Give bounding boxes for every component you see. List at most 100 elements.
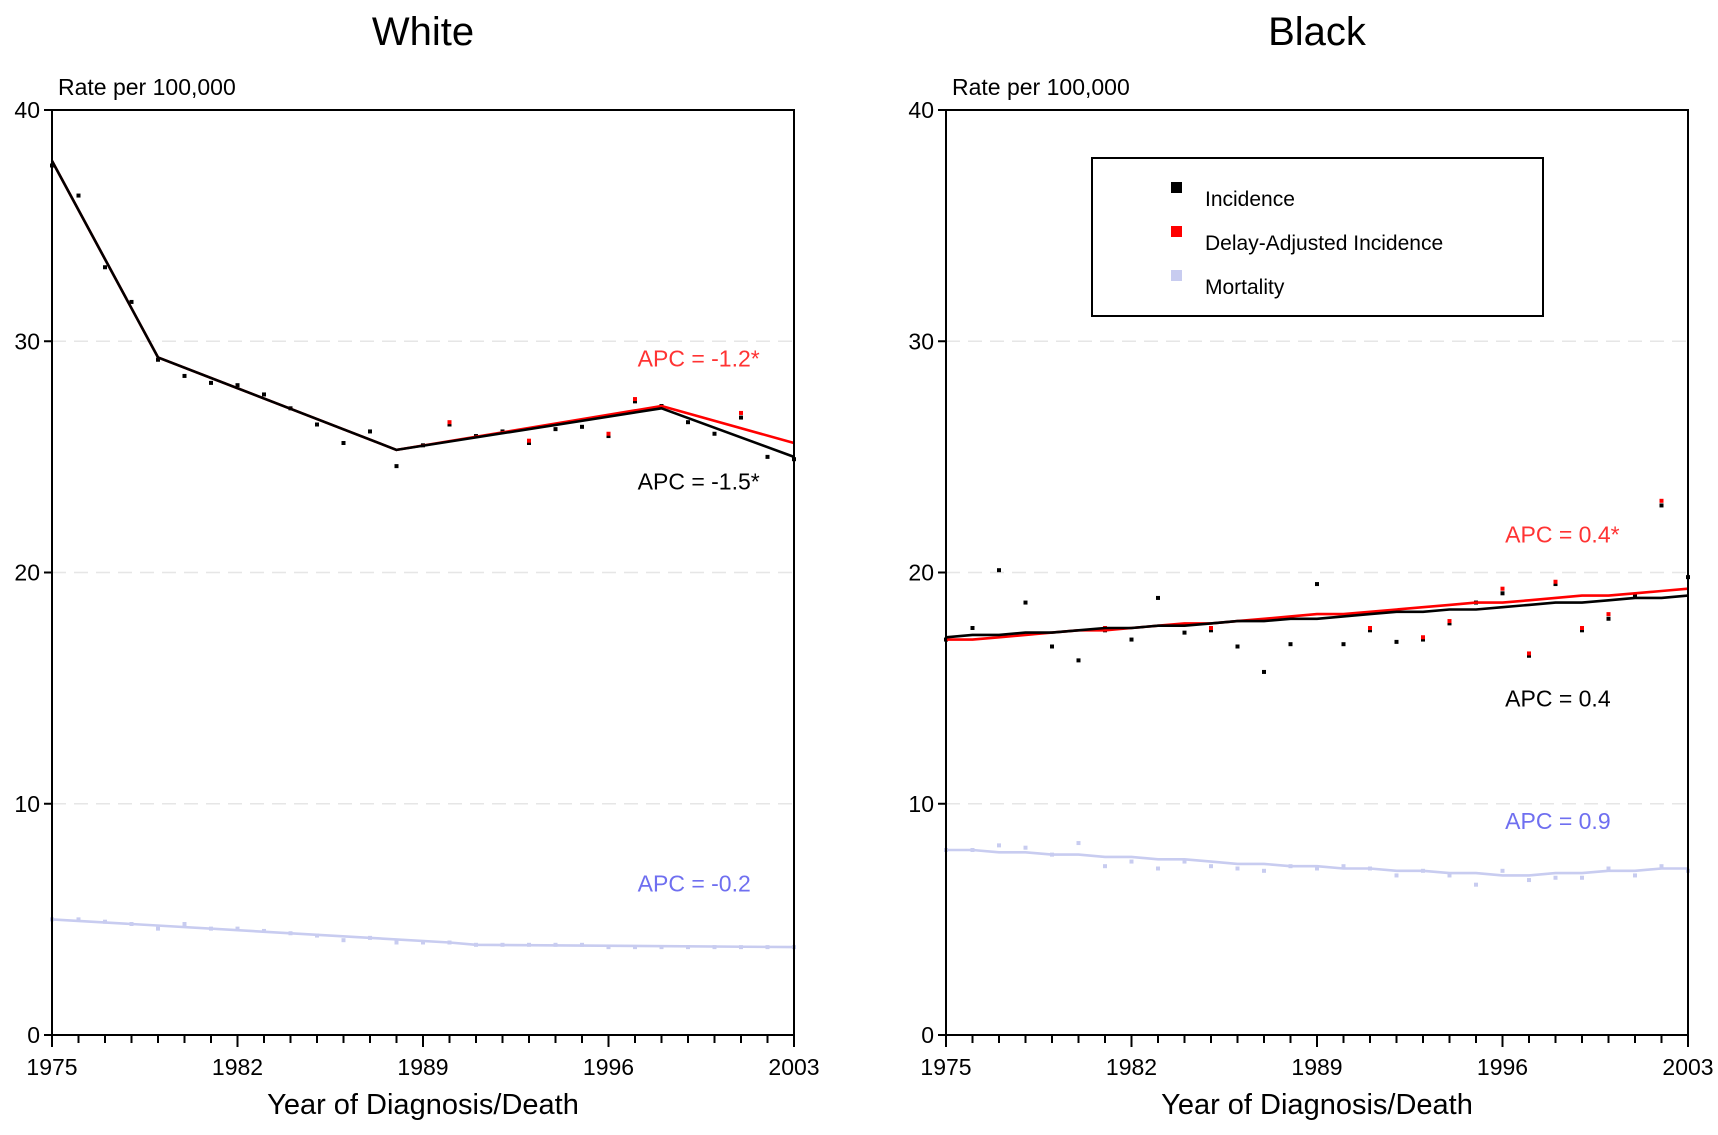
data-point-incidence bbox=[262, 392, 266, 397]
data-point-mortality bbox=[1262, 868, 1266, 873]
data-point-incidence bbox=[1606, 616, 1611, 621]
data-point-mortality bbox=[1500, 868, 1505, 873]
data-point-delay-adjusted-incidence bbox=[1659, 498, 1664, 503]
data-point-mortality bbox=[1315, 866, 1319, 871]
legend-label: Mortality bbox=[1205, 276, 1285, 299]
data-point-incidence bbox=[739, 415, 743, 420]
data-point-mortality bbox=[1209, 864, 1213, 869]
points-mortality bbox=[50, 917, 796, 950]
y-tick-label: 10 bbox=[14, 791, 40, 817]
data-point-delay-adjusted-incidence bbox=[606, 431, 611, 436]
legend-label: Incidence bbox=[1205, 188, 1295, 211]
data-point-mortality bbox=[1235, 866, 1240, 871]
data-point-mortality bbox=[1474, 882, 1478, 887]
data-point-incidence bbox=[315, 422, 319, 427]
apc-annotation: APC = -1.5* bbox=[638, 468, 760, 494]
trend-line-delay-adjusted-incidence bbox=[50, 160, 795, 452]
data-point-delay-adjusted-incidence bbox=[1421, 635, 1425, 640]
data-point-incidence bbox=[1633, 593, 1637, 598]
data-point-mortality bbox=[1659, 864, 1664, 869]
data-point-mortality bbox=[1182, 859, 1187, 864]
legend-swatch-delay-adjusted-incidence bbox=[1171, 226, 1182, 237]
data-point-incidence bbox=[553, 427, 558, 432]
data-point-incidence bbox=[341, 441, 346, 445]
data-point-mortality bbox=[1580, 875, 1584, 880]
plot-frame bbox=[51, 109, 795, 1036]
data-point-delay-adjusted-incidence bbox=[1527, 651, 1531, 656]
data-point-incidence bbox=[156, 357, 160, 362]
data-point-mortality bbox=[997, 843, 1001, 848]
data-point-mortality bbox=[1633, 873, 1637, 878]
data-point-mortality bbox=[1553, 875, 1558, 880]
data-point-incidence bbox=[1341, 642, 1346, 647]
data-point-mortality bbox=[394, 940, 399, 945]
data-point-incidence bbox=[1315, 582, 1319, 587]
y-tick-label: 40 bbox=[14, 97, 40, 123]
data-point-incidence bbox=[103, 265, 107, 270]
data-point-delay-adjusted-incidence bbox=[1209, 626, 1213, 630]
trend-line-mortality bbox=[51, 918, 795, 949]
data-point-mortality bbox=[1394, 873, 1399, 878]
data-point-incidence bbox=[1050, 644, 1054, 649]
legend-swatch-incidence bbox=[1171, 182, 1182, 193]
data-point-incidence bbox=[182, 373, 187, 378]
data-point-mortality bbox=[341, 938, 346, 943]
data-point-mortality bbox=[1156, 866, 1160, 871]
data-point-incidence bbox=[765, 454, 770, 459]
data-point-delay-adjusted-incidence bbox=[633, 397, 637, 402]
gridlines bbox=[52, 340, 794, 805]
apc-annotation: APC = -0.2 bbox=[638, 871, 751, 897]
apc-annotation: APC = -1.2* bbox=[638, 346, 760, 372]
y-tick-label: 30 bbox=[14, 328, 40, 354]
data-point-incidence bbox=[1235, 644, 1240, 649]
data-point-incidence bbox=[1527, 653, 1531, 658]
points-mortality bbox=[944, 841, 1690, 887]
data-point-incidence bbox=[997, 568, 1001, 573]
legend-label: Delay-Adjusted Incidence bbox=[1205, 232, 1443, 255]
data-point-incidence bbox=[1182, 630, 1187, 635]
x-tick-label: 1996 bbox=[583, 1054, 634, 1080]
y-tick-label: 0 bbox=[921, 1022, 934, 1048]
points-incidence bbox=[50, 163, 796, 469]
data-point-incidence bbox=[76, 193, 81, 198]
legend: Incidence Delay-Adjusted Incidence Mortali… bbox=[1091, 157, 1544, 317]
data-point-mortality bbox=[421, 940, 425, 945]
data-point-delay-adjusted-incidence bbox=[1500, 586, 1505, 591]
y-tick-label: 20 bbox=[908, 560, 934, 586]
apc-annotation: APC = 0.9 bbox=[1505, 808, 1610, 834]
data-point-mortality bbox=[235, 926, 240, 931]
data-point-mortality bbox=[1129, 859, 1134, 864]
chart-panel-black: Black Rate per 100,000 Year of Diagnosis/D… bbox=[908, 10, 1713, 1121]
data-point-incidence bbox=[1262, 669, 1266, 674]
chart-panel-white: White Rate per 100,000 Year of Diagnosis/D… bbox=[14, 10, 819, 1121]
points-delay-adjusted-incidence bbox=[447, 397, 743, 443]
data-point-delay-adjusted-incidence bbox=[1447, 619, 1452, 624]
data-point-incidence bbox=[633, 399, 637, 404]
x-tick-label: 2003 bbox=[768, 1054, 819, 1080]
apc-annotation: APC = 0.4* bbox=[1505, 521, 1619, 547]
gridlines bbox=[946, 340, 1688, 805]
data-point-delay-adjusted-incidence bbox=[447, 420, 452, 425]
data-point-incidence bbox=[1580, 628, 1584, 633]
data-point-incidence bbox=[209, 380, 213, 385]
chart-title: Black bbox=[1268, 10, 1367, 54]
data-point-incidence bbox=[394, 464, 399, 469]
data-point-delay-adjusted-incidence bbox=[1553, 579, 1558, 584]
y-axis-label: Rate per 100,000 bbox=[952, 74, 1130, 100]
data-point-incidence bbox=[686, 420, 690, 425]
data-point-incidence bbox=[712, 431, 717, 436]
chart-title: White bbox=[372, 10, 474, 54]
apc-annotation: APC = 0.4 bbox=[1505, 686, 1611, 712]
data-point-incidence bbox=[1288, 642, 1293, 647]
data-point-incidence bbox=[447, 422, 452, 427]
data-point-mortality bbox=[76, 917, 81, 922]
data-point-mortality bbox=[1103, 864, 1107, 869]
data-point-mortality bbox=[1341, 864, 1346, 869]
data-point-mortality bbox=[1076, 841, 1081, 846]
data-point-incidence bbox=[1368, 628, 1372, 633]
x-tick-label: 1989 bbox=[397, 1054, 448, 1080]
plot-frame bbox=[945, 109, 1689, 1036]
data-point-incidence bbox=[1394, 639, 1399, 644]
